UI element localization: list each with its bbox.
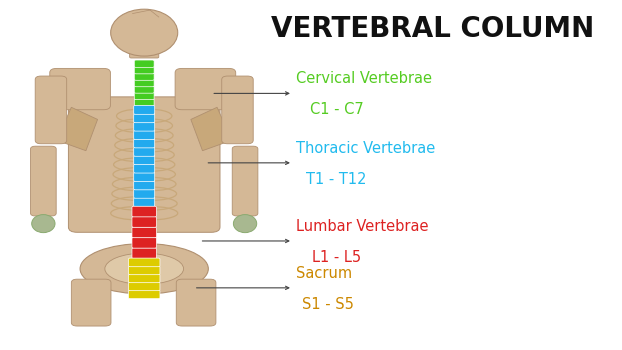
FancyBboxPatch shape [72,279,111,326]
FancyBboxPatch shape [129,290,160,299]
FancyBboxPatch shape [176,279,216,326]
Text: Lumbar Vertebrae: Lumbar Vertebrae [296,219,429,234]
Text: Sacrum: Sacrum [296,266,352,281]
FancyBboxPatch shape [132,248,157,259]
FancyBboxPatch shape [134,99,154,106]
FancyBboxPatch shape [68,97,220,232]
FancyBboxPatch shape [50,68,110,110]
Text: VERTEBRAL COLUMN: VERTEBRAL COLUMN [271,15,595,43]
FancyBboxPatch shape [134,86,154,93]
FancyBboxPatch shape [134,66,154,74]
FancyBboxPatch shape [134,173,155,181]
Text: C1 - C7: C1 - C7 [310,102,363,117]
Ellipse shape [111,9,178,56]
FancyBboxPatch shape [129,282,160,291]
Ellipse shape [233,215,257,233]
FancyBboxPatch shape [134,164,155,173]
FancyBboxPatch shape [129,266,160,275]
FancyBboxPatch shape [221,76,253,144]
FancyBboxPatch shape [232,146,258,216]
FancyBboxPatch shape [134,73,154,80]
FancyBboxPatch shape [175,68,236,110]
FancyBboxPatch shape [134,92,154,100]
FancyBboxPatch shape [129,258,160,267]
FancyBboxPatch shape [134,105,155,114]
FancyBboxPatch shape [132,206,157,217]
FancyBboxPatch shape [134,181,155,190]
Text: L1 - L5: L1 - L5 [312,250,361,265]
Text: T1 - T12: T1 - T12 [306,172,367,187]
Polygon shape [191,107,231,151]
Ellipse shape [80,244,208,294]
FancyBboxPatch shape [134,79,154,87]
FancyBboxPatch shape [30,146,56,216]
FancyBboxPatch shape [134,156,155,164]
FancyBboxPatch shape [134,114,155,123]
Text: Thoracic Vertebrae: Thoracic Vertebrae [296,141,435,156]
FancyBboxPatch shape [134,122,155,131]
FancyBboxPatch shape [134,139,155,148]
FancyBboxPatch shape [129,274,160,283]
FancyBboxPatch shape [132,227,157,238]
Ellipse shape [32,215,55,233]
Ellipse shape [105,253,183,284]
Polygon shape [57,107,98,151]
FancyBboxPatch shape [129,33,159,58]
FancyBboxPatch shape [132,238,157,248]
FancyBboxPatch shape [35,76,67,144]
Text: Cervical Vertebrae: Cervical Vertebrae [296,71,432,86]
FancyBboxPatch shape [134,198,155,206]
FancyBboxPatch shape [132,217,157,227]
FancyBboxPatch shape [134,131,155,140]
FancyBboxPatch shape [134,147,155,156]
FancyBboxPatch shape [134,189,155,198]
Text: S1 - S5: S1 - S5 [302,297,354,312]
FancyBboxPatch shape [134,60,154,68]
